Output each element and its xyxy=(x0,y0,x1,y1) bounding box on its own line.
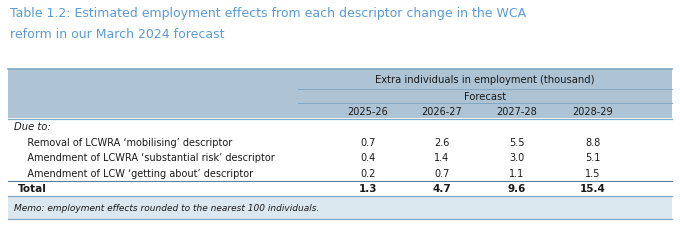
Text: 0.7: 0.7 xyxy=(435,168,449,178)
Text: 15.4: 15.4 xyxy=(580,183,606,194)
Text: 1.3: 1.3 xyxy=(359,183,377,194)
Text: 0.2: 0.2 xyxy=(360,168,375,178)
Text: 5.5: 5.5 xyxy=(509,137,525,147)
Text: Forecast: Forecast xyxy=(464,91,506,101)
Text: 1.1: 1.1 xyxy=(509,168,525,178)
Bar xyxy=(8,119,672,196)
Text: 0.7: 0.7 xyxy=(360,137,375,147)
Text: Table 1.2: Estimated employment effects from each descriptor change in the WCA: Table 1.2: Estimated employment effects … xyxy=(10,7,526,20)
Text: 2027-28: 2027-28 xyxy=(496,106,537,116)
Text: 0.4: 0.4 xyxy=(360,153,375,163)
Text: 3.0: 3.0 xyxy=(509,153,525,163)
Text: Extra individuals in employment (thousand): Extra individuals in employment (thousan… xyxy=(375,74,595,84)
Text: 1.4: 1.4 xyxy=(435,153,449,163)
Text: 2026-27: 2026-27 xyxy=(422,106,462,116)
Text: 2.6: 2.6 xyxy=(435,137,449,147)
Text: 9.6: 9.6 xyxy=(508,183,526,194)
Text: 8.8: 8.8 xyxy=(585,137,600,147)
Text: 2025-26: 2025-26 xyxy=(347,106,388,116)
Text: Removal of LCWRA ‘mobilising’ descriptor: Removal of LCWRA ‘mobilising’ descriptor xyxy=(18,137,233,147)
Text: 1.5: 1.5 xyxy=(585,168,600,178)
Text: Total: Total xyxy=(18,183,47,194)
Text: 5.1: 5.1 xyxy=(585,153,600,163)
Bar xyxy=(8,70,672,119)
Text: reform in our March 2024 forecast: reform in our March 2024 forecast xyxy=(10,28,224,41)
Text: 4.7: 4.7 xyxy=(432,183,452,194)
Text: Memo: employment effects rounded to the nearest 100 individuals.: Memo: employment effects rounded to the … xyxy=(14,203,320,212)
Text: Due to:: Due to: xyxy=(14,122,51,132)
Bar xyxy=(8,196,672,219)
Text: Amendment of LCWRA ‘substantial risk’ descriptor: Amendment of LCWRA ‘substantial risk’ de… xyxy=(18,153,275,163)
Text: Amendment of LCW ‘getting about’ descriptor: Amendment of LCW ‘getting about’ descrip… xyxy=(18,168,253,178)
Text: 2028-29: 2028-29 xyxy=(573,106,613,116)
